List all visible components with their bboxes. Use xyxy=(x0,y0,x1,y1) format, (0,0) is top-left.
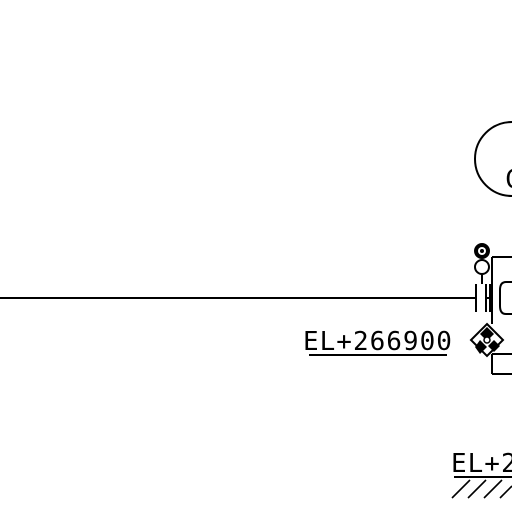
elevation-label-main: EL+266900 xyxy=(303,327,453,357)
elevation-text-main: EL+266900 xyxy=(303,327,453,357)
flange-icon xyxy=(475,284,491,312)
instrument-bubble: C xyxy=(474,121,512,197)
ground-hatch-icon xyxy=(451,479,512,499)
equipment-edge xyxy=(491,281,512,375)
valve-diamond-icon xyxy=(469,322,505,358)
instrument-tap-icon xyxy=(474,243,512,324)
elevation-label-lower: EL+2 xyxy=(451,449,512,479)
bubble-partial-text: C xyxy=(505,165,512,195)
elevation-text-lower: EL+2 xyxy=(451,449,512,479)
